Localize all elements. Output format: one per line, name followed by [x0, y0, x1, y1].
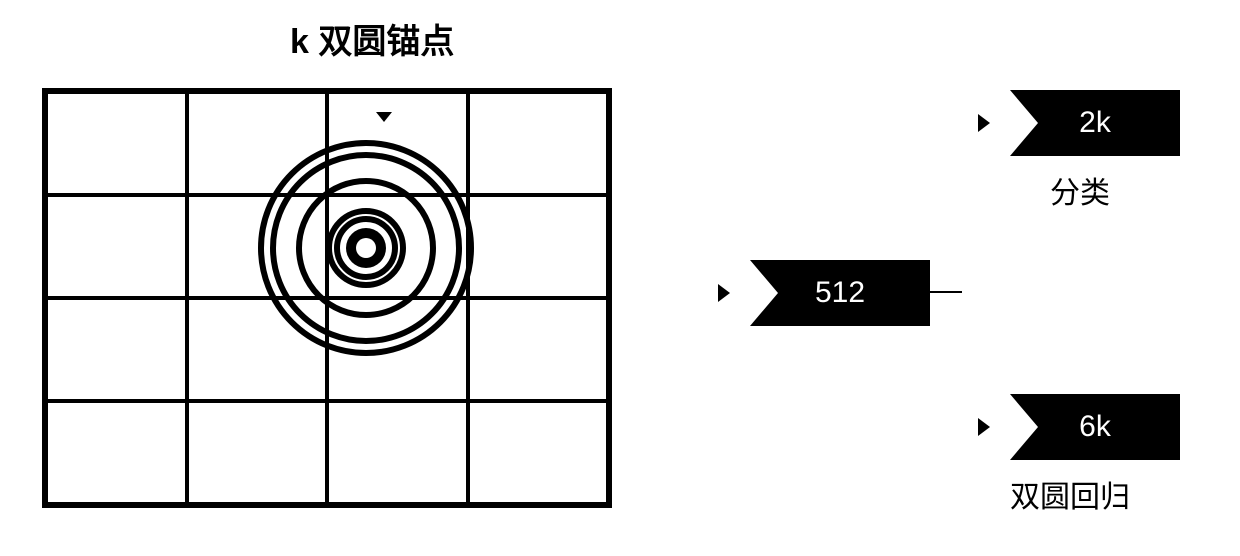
tag-512: 512: [750, 260, 930, 326]
tag-2k-text: 2k: [1079, 106, 1111, 140]
grid-cell: [327, 401, 468, 504]
grid-cell: [46, 298, 187, 401]
grid-cell: [46, 401, 187, 504]
anchor-core-white: [356, 238, 376, 258]
tag-512-notch-icon: [750, 260, 778, 326]
grid-cell: [46, 195, 187, 298]
diagram-root: k 双圆锚点: [0, 0, 1240, 556]
tag-6k-notch-icon: [1010, 394, 1038, 460]
tag-512-text: 512: [815, 276, 865, 310]
tag-2k-notch-icon: [1010, 90, 1038, 156]
grid-cell: [468, 92, 609, 195]
pointer-to-anchor-icon: [376, 112, 392, 122]
caption-double-circle-regression: 双圆回归: [1010, 472, 1130, 516]
connector-line: [930, 291, 962, 293]
grid-cell: [187, 401, 328, 504]
caption-classification: 分类: [1050, 168, 1110, 212]
arrow-into-6k-icon: [978, 418, 990, 436]
arrow-into-512-icon: [718, 284, 730, 302]
grid-cell: [468, 195, 609, 298]
diagram-title: k 双圆锚点: [290, 14, 454, 63]
tag-2k: 2k: [1010, 90, 1180, 156]
grid-cell: [46, 92, 187, 195]
grid-cell: [468, 401, 609, 504]
grid-cell: [468, 298, 609, 401]
tag-6k: 6k: [1010, 394, 1180, 460]
tag-6k-text: 6k: [1079, 410, 1111, 444]
arrow-into-2k-icon: [978, 114, 990, 132]
